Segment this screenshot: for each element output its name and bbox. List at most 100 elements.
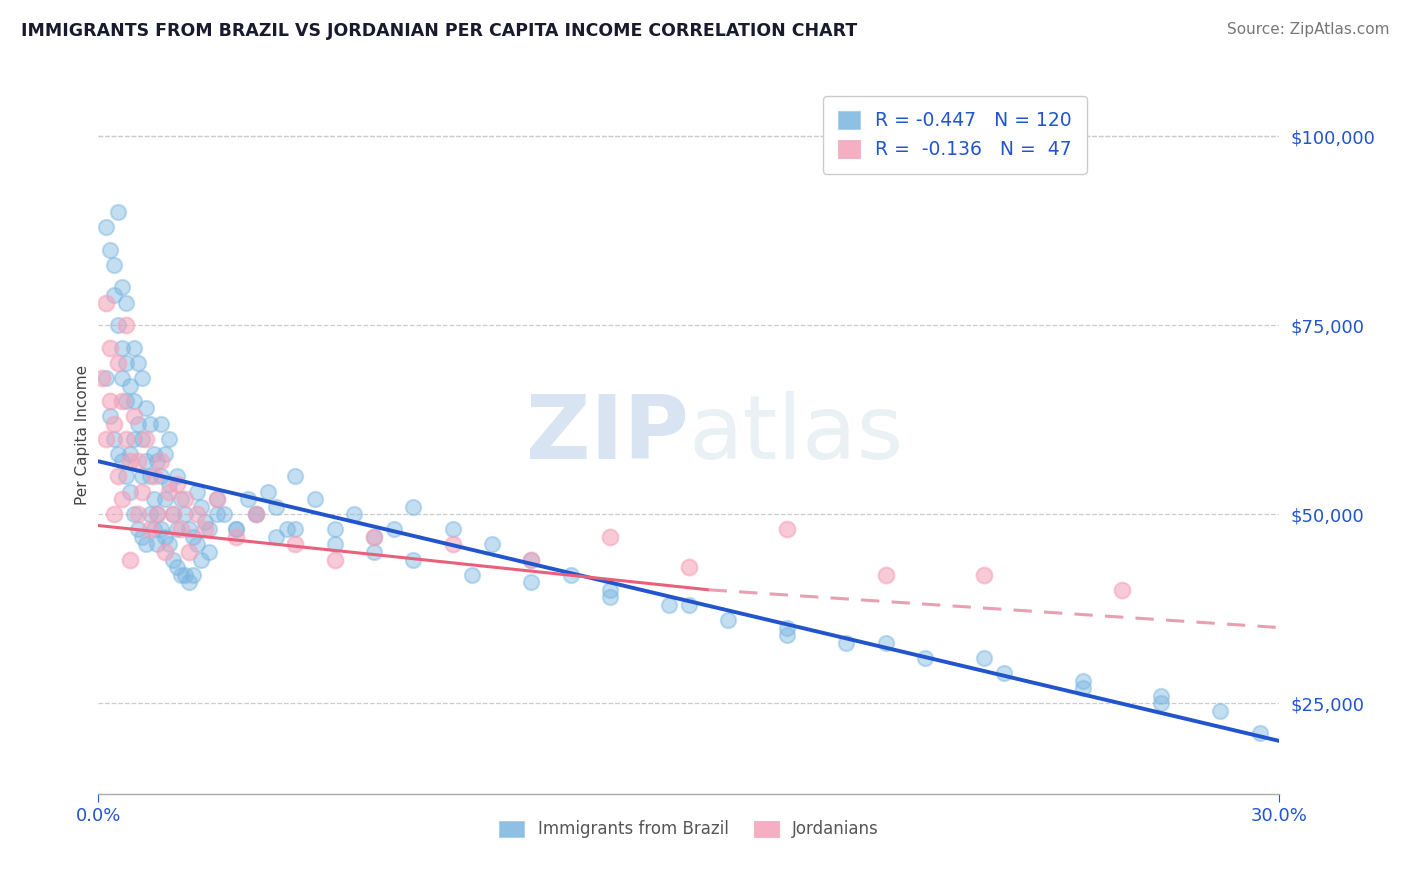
- Point: [170, 492, 193, 507]
- Point: [205, 507, 228, 521]
- Point: [98, 243, 121, 257]
- Point: [111, 393, 134, 408]
- Point: [103, 417, 125, 431]
- Point: [717, 613, 740, 627]
- Point: [678, 560, 700, 574]
- Point: [186, 537, 208, 551]
- Y-axis label: Per Capita Income: Per Capita Income: [75, 365, 90, 505]
- Point: [481, 537, 503, 551]
- Text: Source: ZipAtlas.com: Source: ZipAtlas.com: [1226, 22, 1389, 37]
- Point: [402, 552, 425, 566]
- Point: [155, 545, 177, 559]
- Point: [174, 567, 197, 582]
- Point: [127, 522, 149, 536]
- Point: [150, 417, 173, 431]
- Point: [284, 469, 307, 483]
- Point: [323, 552, 346, 566]
- Point: [1150, 689, 1173, 703]
- Point: [914, 650, 936, 665]
- Point: [111, 280, 134, 294]
- Point: [1071, 673, 1094, 688]
- Point: [304, 492, 326, 507]
- Point: [111, 371, 134, 385]
- Point: [245, 507, 267, 521]
- Point: [402, 500, 425, 514]
- Point: [190, 552, 212, 566]
- Point: [138, 417, 160, 431]
- Point: [225, 522, 247, 536]
- Point: [118, 454, 141, 468]
- Point: [91, 371, 114, 385]
- Point: [186, 507, 208, 521]
- Point: [205, 492, 228, 507]
- Point: [107, 447, 129, 461]
- Point: [157, 477, 180, 491]
- Point: [111, 492, 134, 507]
- Point: [363, 530, 385, 544]
- Point: [138, 507, 160, 521]
- Point: [174, 507, 197, 521]
- Point: [135, 432, 157, 446]
- Point: [107, 205, 129, 219]
- Point: [1111, 582, 1133, 597]
- Point: [177, 545, 200, 559]
- Point: [115, 295, 138, 310]
- Point: [127, 356, 149, 370]
- Point: [599, 530, 621, 544]
- Point: [174, 492, 197, 507]
- Point: [214, 507, 236, 521]
- Point: [181, 530, 204, 544]
- Point: [162, 552, 184, 566]
- Point: [115, 393, 138, 408]
- Point: [177, 522, 200, 536]
- Point: [157, 432, 180, 446]
- Point: [103, 507, 125, 521]
- Point: [835, 636, 858, 650]
- Point: [155, 530, 177, 544]
- Text: ZIP: ZIP: [526, 392, 689, 478]
- Point: [441, 522, 464, 536]
- Point: [118, 378, 141, 392]
- Point: [150, 522, 173, 536]
- Point: [776, 621, 799, 635]
- Point: [107, 318, 129, 333]
- Point: [441, 537, 464, 551]
- Point: [599, 582, 621, 597]
- Point: [142, 522, 165, 536]
- Point: [135, 454, 157, 468]
- Point: [146, 454, 169, 468]
- Point: [122, 409, 145, 423]
- Point: [973, 650, 995, 665]
- Point: [363, 545, 385, 559]
- Point: [135, 401, 157, 416]
- Point: [131, 432, 153, 446]
- Point: [118, 447, 141, 461]
- Point: [103, 288, 125, 302]
- Point: [343, 507, 366, 521]
- Point: [875, 567, 897, 582]
- Point: [142, 469, 165, 483]
- Point: [197, 522, 219, 536]
- Point: [98, 393, 121, 408]
- Point: [138, 469, 160, 483]
- Point: [150, 454, 173, 468]
- Point: [205, 492, 228, 507]
- Point: [264, 500, 287, 514]
- Text: IMMIGRANTS FROM BRAZIL VS JORDANIAN PER CAPITA INCOME CORRELATION CHART: IMMIGRANTS FROM BRAZIL VS JORDANIAN PER …: [21, 22, 858, 40]
- Legend: Immigrants from Brazil, Jordanians: Immigrants from Brazil, Jordanians: [491, 812, 887, 847]
- Point: [166, 477, 188, 491]
- Point: [197, 545, 219, 559]
- Point: [111, 454, 134, 468]
- Point: [142, 492, 165, 507]
- Point: [131, 530, 153, 544]
- Point: [111, 341, 134, 355]
- Point: [96, 432, 118, 446]
- Point: [245, 507, 267, 521]
- Point: [678, 598, 700, 612]
- Point: [127, 454, 149, 468]
- Point: [166, 522, 188, 536]
- Point: [103, 432, 125, 446]
- Point: [276, 522, 298, 536]
- Point: [973, 567, 995, 582]
- Point: [146, 507, 169, 521]
